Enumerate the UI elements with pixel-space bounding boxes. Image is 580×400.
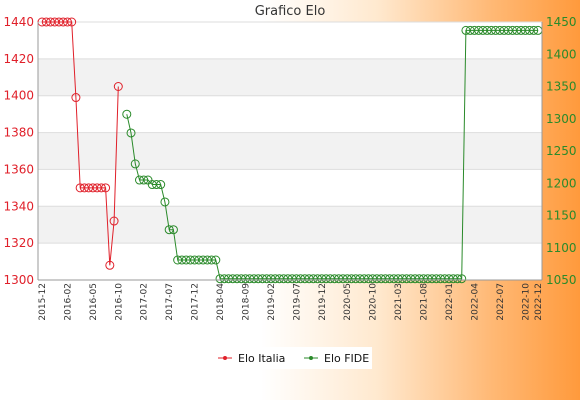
y-right-tick-label: 1050 — [546, 273, 577, 287]
y-right-tick-label: 1300 — [546, 112, 577, 126]
x-tick-label: 2018-04 — [216, 283, 226, 321]
legend: Elo Italia Elo FIDE — [210, 347, 372, 369]
x-tick-label: 2022-04 — [470, 283, 480, 321]
x-tick-label: 2022-12 — [534, 283, 544, 321]
legend-swatch-marker — [309, 356, 313, 360]
legend-label: Elo FIDE — [324, 352, 369, 365]
data-point — [71, 93, 81, 103]
data-point — [126, 128, 136, 138]
x-tick-label: 2022-10 — [521, 283, 531, 321]
data-point — [67, 17, 77, 27]
data-point — [139, 175, 149, 185]
y-left-tick-label: 1400 — [3, 89, 34, 103]
legend-box — [210, 347, 372, 369]
y-right-tick-label: 1350 — [546, 80, 577, 94]
y-right-tick-label: 1450 — [546, 15, 577, 29]
x-tick-label: 2022-07 — [496, 283, 506, 321]
data-point — [101, 183, 111, 193]
data-point — [105, 260, 115, 270]
y-right-tick-label: 1250 — [546, 144, 577, 158]
grid-band — [38, 206, 542, 244]
data-point — [452, 274, 462, 284]
x-tick-label: 2017-12 — [191, 283, 201, 321]
x-tick-label: 2019-12 — [318, 283, 328, 321]
grid-band — [38, 132, 542, 170]
y-left-tick-label: 1380 — [3, 126, 34, 140]
y-left-tick-label: 1300 — [3, 273, 34, 287]
data-point — [529, 25, 539, 35]
x-tick-label: 2021-03 — [394, 283, 404, 321]
y-right-tick-label: 1100 — [546, 241, 577, 255]
x-tick-label: 2019-07 — [292, 283, 302, 321]
y-left-tick-label: 1440 — [3, 15, 34, 29]
y-right-tick-label: 1200 — [546, 176, 577, 190]
y-left-tick-label: 1340 — [3, 199, 34, 213]
data-point — [113, 82, 123, 91]
data-point — [151, 180, 161, 190]
data-point — [164, 225, 174, 235]
x-tick-label: 2017-02 — [140, 283, 150, 321]
legend-swatch-marker — [223, 356, 227, 360]
data-point — [457, 274, 467, 284]
series-layer — [37, 17, 543, 284]
x-tick-label: 2016-10 — [114, 283, 124, 321]
x-tick-label: 2015-12 — [38, 283, 48, 321]
x-tick-label: 2020-05 — [343, 283, 353, 321]
x-tick-label: 2016-05 — [89, 283, 99, 321]
x-tick-label: 2019-02 — [267, 283, 277, 321]
x-tick-label: 2016-02 — [63, 283, 73, 321]
y-left-tick-label: 1420 — [3, 52, 34, 66]
x-tick-label: 2020-10 — [369, 283, 379, 321]
chart-title: Grafico Elo — [254, 4, 326, 19]
grid-band — [38, 58, 542, 96]
data-point — [62, 17, 72, 27]
data-point — [109, 216, 119, 226]
data-point — [207, 255, 217, 265]
x-tick-label: 2018-09 — [241, 283, 251, 321]
y-right-tick-label: 1400 — [546, 47, 577, 61]
y-left-tick-label: 1320 — [3, 236, 34, 250]
x-tick-label: 2022-01 — [445, 283, 455, 321]
x-tick-label: 2021-08 — [420, 283, 430, 321]
data-point — [156, 180, 166, 190]
data-point — [130, 159, 140, 169]
axes-layer: 1300 1320 1340 1360 1380 1400 1420 1440 1050 1100… — [3, 15, 576, 321]
data-point — [96, 183, 106, 193]
plot-area — [38, 22, 542, 280]
data-point — [211, 255, 221, 265]
y-left-tick-label: 1360 — [3, 162, 34, 176]
data-point — [168, 225, 178, 235]
legend-label: Elo Italia — [238, 352, 285, 365]
data-point — [160, 197, 170, 207]
data-point — [122, 109, 132, 119]
x-tick-label: 2017-07 — [165, 283, 175, 321]
y-right-tick-label: 1150 — [546, 209, 577, 223]
